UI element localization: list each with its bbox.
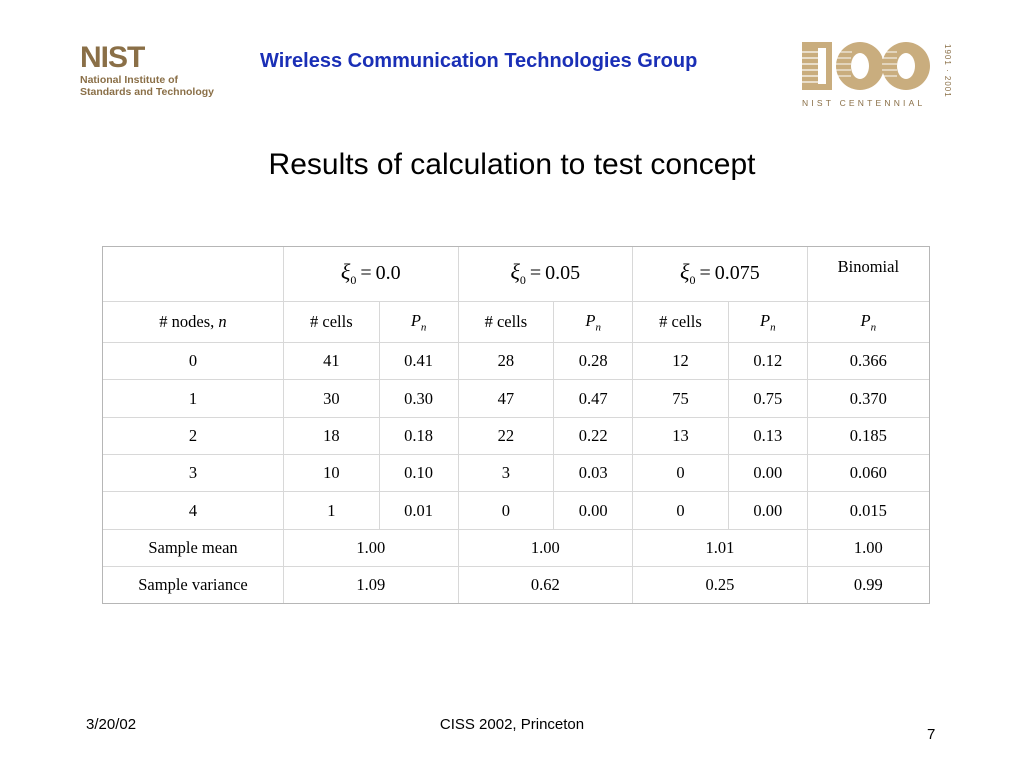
slide-title: Results of calculation to test concept xyxy=(268,148,756,181)
summary-value-cell: 1.00 xyxy=(457,528,634,567)
summary-binomial-cell: 0.99 xyxy=(806,565,929,603)
group-header-cell: ξ0 = 0.075 xyxy=(632,247,808,302)
group-value: 0.05 xyxy=(545,262,581,285)
cells-header-cell: # cells xyxy=(282,300,380,344)
pn-header-cell: Pn xyxy=(378,300,459,344)
group-value: 0.0 xyxy=(375,262,401,285)
summary-label-cell: Sample mean xyxy=(103,528,284,567)
pn-cell: 0.18 xyxy=(378,416,459,456)
pn-cell: 0.03 xyxy=(553,454,634,493)
summary-value-cell: 1.09 xyxy=(282,565,459,603)
centennial-years: 1901 · 2001 xyxy=(943,44,952,98)
binomial-cell: 0.366 xyxy=(806,342,929,381)
page-number: 7 xyxy=(927,726,936,743)
group-name: Wireless Communication Technologies Grou… xyxy=(260,50,698,72)
nist-centennial-logo: NIST CENTENNIAL 1901 · 2001 100 xyxy=(802,42,952,112)
nodes-cell: 0 xyxy=(103,342,284,381)
nist-logo-line2: Standards and Technology xyxy=(80,86,214,98)
summary-value-cell: 1.01 xyxy=(632,528,808,567)
cells-cell: 1 xyxy=(282,491,380,530)
cells-cell: 28 xyxy=(457,342,555,381)
binomial-cell: 0.015 xyxy=(806,491,929,530)
summary-binomial-cell: 1.00 xyxy=(806,528,929,567)
pn-cell: 0.00 xyxy=(727,454,808,493)
cells-cell: 75 xyxy=(632,379,729,418)
summary-row: Sample variance 1.09 0.62 0.25 0.99 xyxy=(103,565,929,603)
cells-cell: 13 xyxy=(632,416,729,456)
cells-cell: 47 xyxy=(457,379,555,418)
pn-cell: 0.00 xyxy=(727,491,808,530)
pn-cell: 0.13 xyxy=(727,416,808,456)
binomial-cell: 0.185 xyxy=(806,416,929,456)
pn-header-cell: Pn xyxy=(727,300,808,344)
pn-cell: 0.41 xyxy=(378,342,459,381)
binomial-cell: 0.370 xyxy=(806,379,929,418)
cells-cell: 0 xyxy=(632,454,729,493)
summary-value-cell: 1.00 xyxy=(282,528,459,567)
group-header-cell: ξ0 = 0.05 xyxy=(457,247,634,302)
empty-corner-cell xyxy=(103,247,284,302)
cells-cell: 0 xyxy=(632,491,729,530)
binomial-header-cell: Binomial xyxy=(806,247,929,302)
cells-cell: 3 xyxy=(457,454,555,493)
cells-cell: 41 xyxy=(282,342,380,381)
nist-logo-word: NIST xyxy=(80,41,145,74)
cells-cell: 12 xyxy=(632,342,729,381)
pn-cell: 0.22 xyxy=(553,416,634,456)
nist-logo-subtitle: National Institute of Standards and Tech… xyxy=(80,74,230,98)
pn-cell: 0.28 xyxy=(553,342,634,381)
table-row: 4 1 0.01 0 0.00 0 0.00 0.015 xyxy=(103,491,929,530)
sub-header-row: # nodes, n # cells Pn # cells Pn # cells… xyxy=(103,300,929,344)
cells-header-cell: # cells xyxy=(632,300,729,344)
cells-cell: 10 xyxy=(282,454,380,493)
pn-cell: 0.01 xyxy=(378,491,459,530)
pn-cell: 0.00 xyxy=(553,491,634,530)
table-row: 0 41 0.41 28 0.28 12 0.12 0.366 xyxy=(103,342,929,381)
pn-cell: 0.75 xyxy=(727,379,808,418)
group-header-row: ξ0 = 0.0 ξ0 = 0.05 ξ0 = 0.075 Binomial xyxy=(103,247,929,302)
pn-cell: 0.12 xyxy=(727,342,808,381)
nodes-header-cell: # nodes, n xyxy=(103,300,284,344)
pn-header-cell: Pn xyxy=(806,300,929,344)
footer-date: 3/20/02 xyxy=(86,716,137,733)
cells-cell: 0 xyxy=(457,491,555,530)
pn-cell: 0.47 xyxy=(553,379,634,418)
group-value: 0.075 xyxy=(714,262,760,285)
centennial-label: NIST CENTENNIAL xyxy=(802,98,925,108)
summary-row: Sample mean 1.00 1.00 1.01 1.00 xyxy=(103,528,929,567)
cells-cell: 30 xyxy=(282,379,380,418)
cells-cell: 18 xyxy=(282,416,380,456)
cells-cell: 22 xyxy=(457,416,555,456)
nist-logo: NIST National Institute of Standards and… xyxy=(80,41,230,100)
binomial-cell: 0.060 xyxy=(806,454,929,493)
table-row: 2 18 0.18 22 0.22 13 0.13 0.185 xyxy=(103,416,929,456)
summary-label-cell: Sample variance xyxy=(103,565,284,603)
nist-logo-line1: National Institute of xyxy=(80,74,178,86)
table-row: 3 10 0.10 3 0.03 0 0.00 0.060 xyxy=(103,454,929,493)
results-table: ξ0 = 0.0 ξ0 = 0.05 ξ0 = 0.075 Binomial # nodes… xyxy=(103,247,929,603)
summary-value-cell: 0.25 xyxy=(632,565,808,603)
centennial-graphic: NIST CENTENNIAL 1901 · 2001 xyxy=(802,42,952,108)
pn-cell: 0.10 xyxy=(378,454,459,493)
nodes-cell: 2 xyxy=(103,416,284,456)
results-table-frame: ξ0 = 0.0 ξ0 = 0.05 ξ0 = 0.075 Binomial # nodes… xyxy=(102,246,930,604)
summary-value-cell: 0.62 xyxy=(457,565,634,603)
cells-header-cell: # cells xyxy=(457,300,555,344)
table-row: 1 30 0.30 47 0.47 75 0.75 0.370 xyxy=(103,379,929,418)
nodes-cell: 4 xyxy=(103,491,284,530)
pn-header-cell: Pn xyxy=(553,300,634,344)
nodes-cell: 3 xyxy=(103,454,284,493)
nodes-cell: 1 xyxy=(103,379,284,418)
footer-venue: CISS 2002, Princeton xyxy=(439,716,585,733)
pn-cell: 0.30 xyxy=(378,379,459,418)
group-header-cell: ξ0 = 0.0 xyxy=(282,247,459,302)
